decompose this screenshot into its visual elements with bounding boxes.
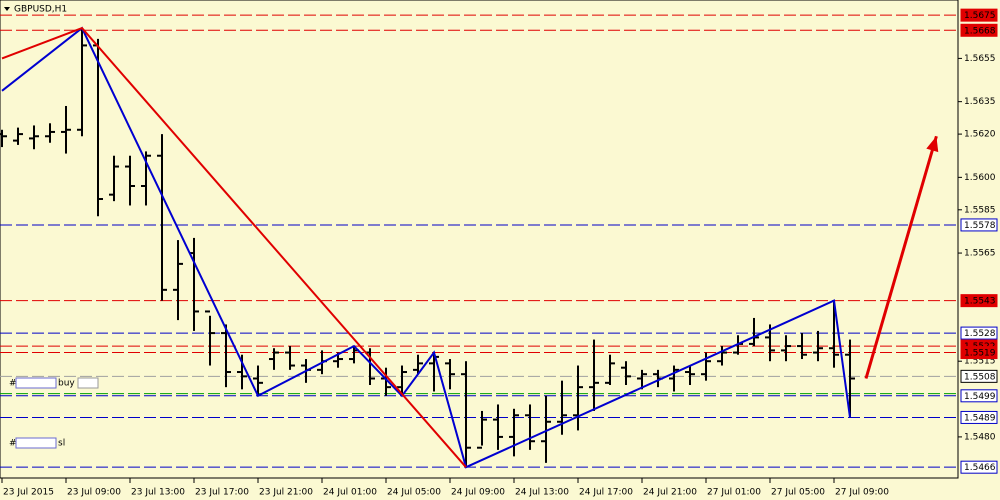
- level-label: 1.5675: [964, 11, 996, 21]
- order-box: [77, 377, 99, 389]
- x-tick-label: 23 Jul 13:00: [131, 488, 185, 498]
- level-label: 1.5499: [964, 392, 996, 402]
- level-box: [960, 8, 998, 22]
- x-tick-label: 24 Jul 13:00: [515, 488, 569, 498]
- level-label: 1.5668: [964, 26, 996, 36]
- trend-arrow: [864, 135, 938, 379]
- zigzag-line: [1, 26, 851, 469]
- x-tick-label: 24 Jul 21:00: [643, 488, 697, 498]
- level-box: [960, 369, 998, 383]
- order-box: [15, 437, 57, 449]
- y-tick-label: 1.5585: [964, 205, 996, 215]
- y-tick-label: 1.5635: [964, 97, 996, 107]
- x-tick-label: 23 Jul 21:00: [259, 488, 313, 498]
- y-tick-label: 1.5480: [964, 432, 996, 442]
- x-tick-label: 27 Jul 01:00: [707, 488, 761, 498]
- level-label: 1.5466: [964, 463, 996, 473]
- level-box: [960, 389, 998, 403]
- y-tick-label: 1.5620: [964, 130, 996, 140]
- order-text: sl: [58, 439, 65, 449]
- order-prefix: #: [9, 379, 17, 389]
- chart-title: GBPUSD,H1: [14, 5, 67, 15]
- order-prefix: #: [9, 439, 17, 449]
- level-box: [960, 460, 998, 474]
- level-box: [960, 294, 998, 308]
- y-tick-label: 1.5655: [964, 54, 996, 64]
- level-box: [960, 410, 998, 424]
- y-tick-label: 1.5600: [964, 173, 996, 183]
- level-label: 1.5519: [964, 349, 996, 359]
- zigzag-line: [1, 26, 467, 468]
- y-tick-label: 1.5565: [964, 249, 996, 259]
- x-tick-label: 23 Jul 2015: [3, 488, 54, 498]
- order-box: [15, 377, 57, 389]
- x-tick-label: 23 Jul 09:00: [67, 488, 121, 498]
- level-label: 1.5543: [964, 297, 996, 307]
- x-tick-label: 24 Jul 01:00: [323, 488, 377, 498]
- x-tick-label: 24 Jul 05:00: [387, 488, 441, 498]
- level-box: [960, 23, 998, 37]
- level-label: 1.5578: [964, 221, 996, 231]
- order-text: buy: [58, 379, 75, 389]
- level-box: [960, 326, 998, 340]
- plot-frame: [0, 0, 959, 479]
- level-label: 1.5508: [964, 372, 996, 382]
- x-tick-label: 23 Jul 17:00: [195, 488, 249, 498]
- level-label: 1.5489: [964, 413, 996, 423]
- x-tick-label: 24 Jul 09:00: [451, 488, 505, 498]
- level-box: [960, 346, 998, 360]
- x-tick-label: 24 Jul 17:00: [579, 488, 633, 498]
- x-tick-label: 27 Jul 05:00: [771, 488, 825, 498]
- x-tick-label: 27 Jul 09:00: [835, 488, 889, 498]
- level-box: [960, 218, 998, 232]
- menu-triangle: [4, 7, 10, 11]
- arrow-head: [926, 136, 939, 153]
- level-label: 1.5528: [964, 329, 996, 339]
- y-tick-label: 1.5515: [964, 357, 996, 367]
